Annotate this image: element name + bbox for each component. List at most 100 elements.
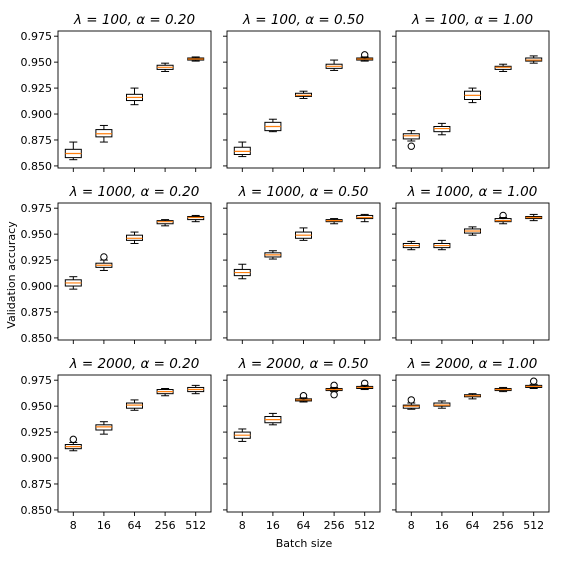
box-256 — [325, 381, 343, 399]
x-tick-label: 64 — [297, 519, 311, 532]
box-256 — [156, 387, 174, 397]
panel-title-lambda: λ = 100, — [411, 12, 474, 28]
panel-title-lambda: λ = 100, — [73, 12, 136, 28]
x-tick-label: 256 — [324, 519, 345, 532]
y-tick-label: 0.925 — [21, 82, 53, 95]
box-512 — [187, 384, 205, 395]
outlier-point — [69, 435, 78, 444]
panel-title-lambda: λ = 2000, — [69, 356, 141, 372]
x-tick-label: 256 — [493, 519, 514, 532]
panel-7: λ = 2000, α = 0.20 0.850 0.875 0.900 0.925 0.… — [21, 356, 212, 532]
x-tick-label: 256 — [155, 519, 176, 532]
box-256 — [494, 211, 512, 225]
outlier-point — [530, 377, 538, 385]
box-8 — [402, 396, 420, 410]
y-tick-label: 0.950 — [21, 400, 53, 413]
panel-8: λ = 2000, α = 0.50 8 16 64 256 512 — [223, 356, 381, 532]
x-axis-title: Batch size — [276, 537, 333, 550]
box-64 — [295, 392, 312, 403]
x-tick-label: 64 — [128, 519, 142, 532]
panel-title-lambda: λ = 1000, — [69, 184, 141, 200]
x-tick-label: 64 — [466, 519, 480, 532]
panel-title-alpha: α = 0.50 — [305, 12, 364, 28]
panel-6: λ = 1000, α = 1.00 — [392, 184, 550, 344]
x-tick-label: 512 — [185, 519, 206, 532]
outlier-point — [100, 253, 108, 261]
box-64 — [126, 399, 143, 411]
plot-area-frame — [226, 374, 381, 513]
outlier-point — [361, 51, 369, 59]
y-tick-label: 0.975 — [21, 30, 53, 43]
x-tick-label: 8 — [408, 519, 415, 532]
y-tick-label: 0.850 — [21, 160, 53, 173]
panels-group: λ = 100, α = 0.20 0.850 0.875 0.900 0.925 0.9… — [21, 12, 550, 532]
panel-title: λ = 2000, α = 1.00 — [407, 356, 538, 372]
box-512 — [356, 51, 374, 62]
panel-title: λ = 2000, α = 0.20 — [69, 356, 200, 372]
box-8 — [64, 435, 82, 452]
box-8 — [402, 240, 420, 251]
plot-area-frame — [395, 202, 550, 341]
box-8 — [233, 263, 251, 280]
panel-2: λ = 100, α = 0.50 — [223, 12, 381, 172]
panel-title-alpha: α = 0.20 — [140, 356, 199, 372]
panel-title-alpha: α = 1.00 — [478, 356, 537, 372]
outlier-point — [299, 392, 308, 400]
outlier-point — [407, 142, 415, 150]
box-512 — [187, 214, 205, 223]
box-8 — [233, 141, 251, 158]
panel-title-lambda: λ = 2000, — [407, 356, 479, 372]
panel-title-alpha: α = 1.00 — [474, 12, 533, 28]
box-256 — [494, 63, 512, 72]
box-512 — [525, 55, 543, 64]
x-tick-label: 16 — [97, 519, 111, 532]
panel-4: λ = 1000, α = 0.20 0.850 0.875 0.900 0.925 0.… — [21, 184, 212, 345]
box-512 — [187, 56, 205, 62]
box-16 — [95, 253, 113, 271]
y-tick-label: 0.975 — [21, 202, 53, 215]
y-tick-label: 0.850 — [21, 504, 53, 517]
box-16 — [433, 122, 451, 136]
y-tick-label: 0.925 — [21, 254, 53, 267]
box-512 — [356, 379, 374, 391]
box-16 — [95, 124, 113, 143]
box-512 — [525, 213, 543, 222]
x-tick-label: 16 — [435, 519, 449, 532]
outlier-point — [330, 381, 338, 390]
box-8 — [233, 428, 251, 442]
panel-title-alpha: α = 0.20 — [136, 12, 195, 28]
panel-title: λ = 100, α = 1.00 — [411, 12, 533, 28]
panel-title: λ = 100, α = 0.50 — [242, 12, 364, 28]
panel-title-lambda: λ = 1000, — [238, 184, 310, 200]
box-64 — [295, 227, 312, 241]
panel-title: λ = 1000, α = 0.20 — [69, 184, 200, 200]
y-axis-title: Validation accuracy — [5, 221, 18, 329]
box-64 — [126, 231, 143, 244]
y-tick-label: 0.900 — [21, 452, 53, 465]
panel-title-lambda: λ = 2000, — [238, 356, 310, 372]
box-16 — [264, 412, 282, 426]
x-tick-label: 512 — [523, 519, 544, 532]
box-256 — [494, 386, 512, 393]
x-tick-label: 8 — [70, 519, 77, 532]
panel-title: λ = 100, α = 0.20 — [73, 12, 195, 28]
panel-title: λ = 1000, α = 0.50 — [238, 184, 369, 200]
box-8 — [64, 141, 82, 161]
y-tick-label: 0.950 — [21, 228, 53, 241]
box-256 — [156, 62, 174, 72]
y-tick-label: 0.850 — [21, 332, 53, 345]
box-512 — [356, 213, 374, 223]
panel-5: λ = 1000, α = 0.50 — [223, 184, 381, 344]
box-64 — [464, 87, 481, 104]
panel-title-alpha: α = 0.50 — [309, 184, 368, 200]
box-64 — [295, 90, 312, 99]
y-tick-label: 0.875 — [21, 134, 53, 147]
box-16 — [264, 118, 282, 133]
y-tick-label: 0.900 — [21, 108, 53, 121]
box-16 — [433, 400, 451, 409]
box-16 — [95, 421, 113, 435]
y-tick-label: 0.900 — [21, 280, 53, 293]
y-tick-label: 0.875 — [21, 478, 53, 491]
box-16 — [433, 239, 451, 251]
y-tick-label: 0.925 — [21, 426, 53, 439]
